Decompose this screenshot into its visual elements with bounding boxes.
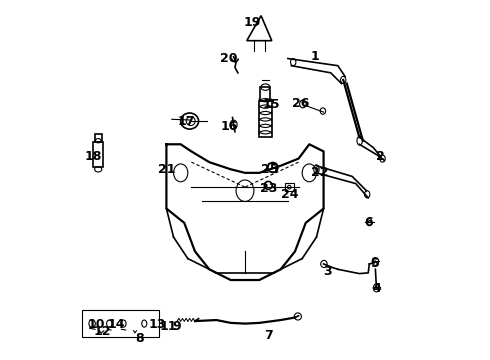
Text: 13: 13 bbox=[149, 318, 166, 331]
Bar bbox=[260, 87, 270, 102]
Text: 20: 20 bbox=[220, 52, 238, 65]
Text: 26: 26 bbox=[292, 97, 309, 110]
Text: 12: 12 bbox=[94, 325, 111, 338]
Bar bbox=[259, 102, 272, 137]
Text: 21: 21 bbox=[158, 163, 175, 176]
Text: 5: 5 bbox=[371, 257, 380, 270]
Bar bbox=[285, 183, 294, 192]
Text: 24: 24 bbox=[281, 188, 298, 201]
Text: 7: 7 bbox=[264, 329, 272, 342]
Text: 25: 25 bbox=[261, 163, 279, 176]
Text: 18: 18 bbox=[84, 150, 102, 163]
Text: 16: 16 bbox=[220, 120, 238, 133]
Text: 11: 11 bbox=[159, 320, 177, 333]
Text: 3: 3 bbox=[323, 265, 331, 278]
Text: 22: 22 bbox=[311, 166, 329, 179]
Bar bbox=[95, 134, 102, 143]
Text: 4: 4 bbox=[373, 283, 382, 296]
Text: 23: 23 bbox=[260, 183, 277, 195]
Bar bbox=[82, 310, 159, 337]
Text: 9: 9 bbox=[173, 320, 181, 333]
Text: 6: 6 bbox=[364, 216, 372, 229]
Bar bbox=[93, 143, 103, 167]
Text: 19: 19 bbox=[244, 16, 261, 29]
Text: 14: 14 bbox=[108, 318, 125, 331]
Text: 17: 17 bbox=[177, 114, 195, 127]
Text: 10: 10 bbox=[88, 318, 105, 331]
Text: 2: 2 bbox=[376, 150, 385, 163]
Text: 8: 8 bbox=[135, 333, 144, 346]
Text: 15: 15 bbox=[263, 99, 281, 112]
Text: 1: 1 bbox=[310, 50, 319, 63]
